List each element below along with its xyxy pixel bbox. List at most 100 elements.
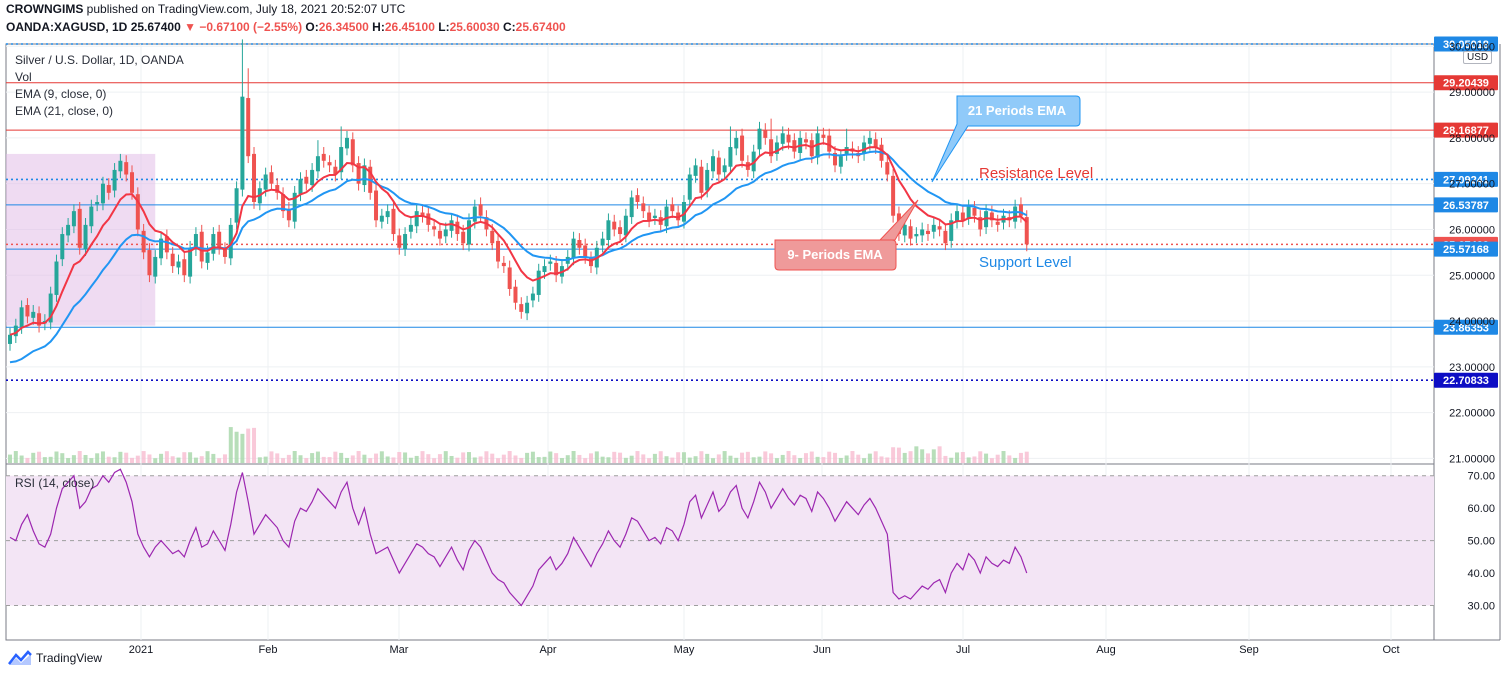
volume-bar bbox=[252, 427, 257, 463]
x-tick-label: 2021 bbox=[129, 644, 153, 656]
volume-bar bbox=[606, 457, 611, 463]
volume-bar bbox=[118, 451, 123, 463]
chart-title: Silver / U.S. Dollar, 1D, OANDA bbox=[15, 53, 184, 67]
volume-bar bbox=[478, 456, 483, 463]
volume-bar bbox=[77, 451, 82, 463]
volume-bar bbox=[31, 452, 36, 463]
volume-bar bbox=[972, 456, 977, 463]
volume-bar bbox=[978, 451, 983, 463]
ema21-callout bbox=[931, 95, 1081, 183]
volume-bar bbox=[176, 457, 181, 463]
volume-bar bbox=[426, 454, 431, 463]
candle-body bbox=[211, 234, 216, 254]
candle-body bbox=[641, 203, 646, 212]
candle-body bbox=[188, 247, 193, 277]
candle-body bbox=[728, 147, 733, 167]
candle-body bbox=[670, 204, 675, 212]
volume-bar bbox=[559, 458, 564, 463]
price-tick-label: 26.00000 bbox=[1449, 224, 1495, 236]
candle-body bbox=[664, 206, 669, 227]
ema9-legend: EMA (9, close, 0) bbox=[15, 87, 107, 101]
tradingview-logo: TradingView bbox=[8, 650, 102, 666]
candle-body bbox=[530, 293, 535, 301]
candle-body bbox=[379, 215, 384, 222]
candle-body bbox=[426, 213, 431, 225]
candle-body bbox=[490, 230, 495, 244]
candle-body bbox=[583, 245, 588, 257]
volume-bar bbox=[711, 458, 716, 463]
volume-bar bbox=[763, 451, 768, 463]
candle-body bbox=[217, 231, 222, 248]
candle-body bbox=[60, 234, 65, 260]
candle-body bbox=[118, 160, 123, 172]
price-tick-label: 21.00000 bbox=[1449, 453, 1495, 465]
x-tick-label: May bbox=[674, 644, 695, 656]
volume-bar bbox=[240, 433, 245, 463]
ema9-callout-text: 9- Periods EMA bbox=[787, 247, 883, 262]
x-tick-label: Jul bbox=[956, 644, 970, 656]
candle-body bbox=[153, 256, 158, 277]
candle-body bbox=[711, 156, 716, 172]
candle-body bbox=[269, 172, 274, 184]
volume-bar bbox=[432, 458, 437, 463]
volume-bar bbox=[19, 455, 24, 463]
candle-body bbox=[478, 204, 483, 216]
candle-body bbox=[1024, 217, 1029, 245]
volume-bar bbox=[891, 447, 896, 463]
level-label: 22.70833 bbox=[1443, 375, 1489, 387]
candle-body bbox=[66, 224, 71, 236]
volume-bar bbox=[850, 451, 855, 463]
candle-body bbox=[31, 311, 36, 318]
volume-bar bbox=[548, 451, 553, 463]
level-label-box bbox=[1434, 241, 1498, 257]
candle-body bbox=[966, 206, 971, 219]
candle-body bbox=[885, 162, 890, 175]
volume-bar bbox=[1007, 455, 1012, 463]
x-tick-label: Sep bbox=[1239, 644, 1259, 656]
volume-bar bbox=[530, 451, 535, 463]
candle-body bbox=[1018, 204, 1023, 216]
volume-bar bbox=[310, 453, 315, 463]
volume-bar bbox=[211, 453, 216, 463]
close-value: 25.67400 bbox=[515, 20, 566, 34]
volume-bar bbox=[925, 453, 930, 463]
candle-body bbox=[83, 224, 88, 250]
candle-body bbox=[722, 165, 727, 173]
candle-body bbox=[949, 220, 954, 241]
x-tick-label: Apr bbox=[539, 644, 556, 656]
x-tick-label: Mar bbox=[390, 644, 409, 656]
volume-bar bbox=[536, 457, 541, 463]
volume-bar bbox=[769, 453, 774, 463]
candle-body bbox=[263, 174, 268, 190]
volume-bar bbox=[821, 457, 826, 463]
candle-body bbox=[513, 286, 518, 303]
candle-body bbox=[298, 179, 303, 195]
candle-body bbox=[908, 226, 913, 239]
candle-body bbox=[827, 135, 832, 152]
currency-badge[interactable]: USD bbox=[1463, 51, 1493, 64]
candle-body bbox=[222, 249, 227, 257]
high-value: 26.45100 bbox=[384, 20, 435, 34]
candle-body bbox=[780, 133, 785, 144]
volume-bar bbox=[862, 458, 867, 463]
candle-body bbox=[925, 230, 930, 235]
candle-body bbox=[716, 157, 721, 175]
volume-bar bbox=[269, 451, 274, 463]
volume-bar bbox=[153, 458, 158, 463]
candle-body bbox=[920, 229, 925, 236]
volume-bar bbox=[124, 452, 129, 463]
candle-body bbox=[705, 169, 710, 191]
volume-bar bbox=[838, 457, 843, 463]
candle-body bbox=[461, 231, 466, 244]
candle-body bbox=[740, 135, 745, 161]
candle-body bbox=[978, 217, 983, 230]
volume-bar bbox=[740, 452, 745, 463]
volume-bar bbox=[263, 456, 268, 463]
volume-bar bbox=[745, 451, 750, 463]
candle-body bbox=[548, 261, 553, 264]
volume-bar bbox=[496, 458, 501, 463]
volume-bar bbox=[112, 457, 117, 463]
low-label: L: bbox=[438, 20, 450, 34]
candle-body bbox=[112, 169, 117, 191]
